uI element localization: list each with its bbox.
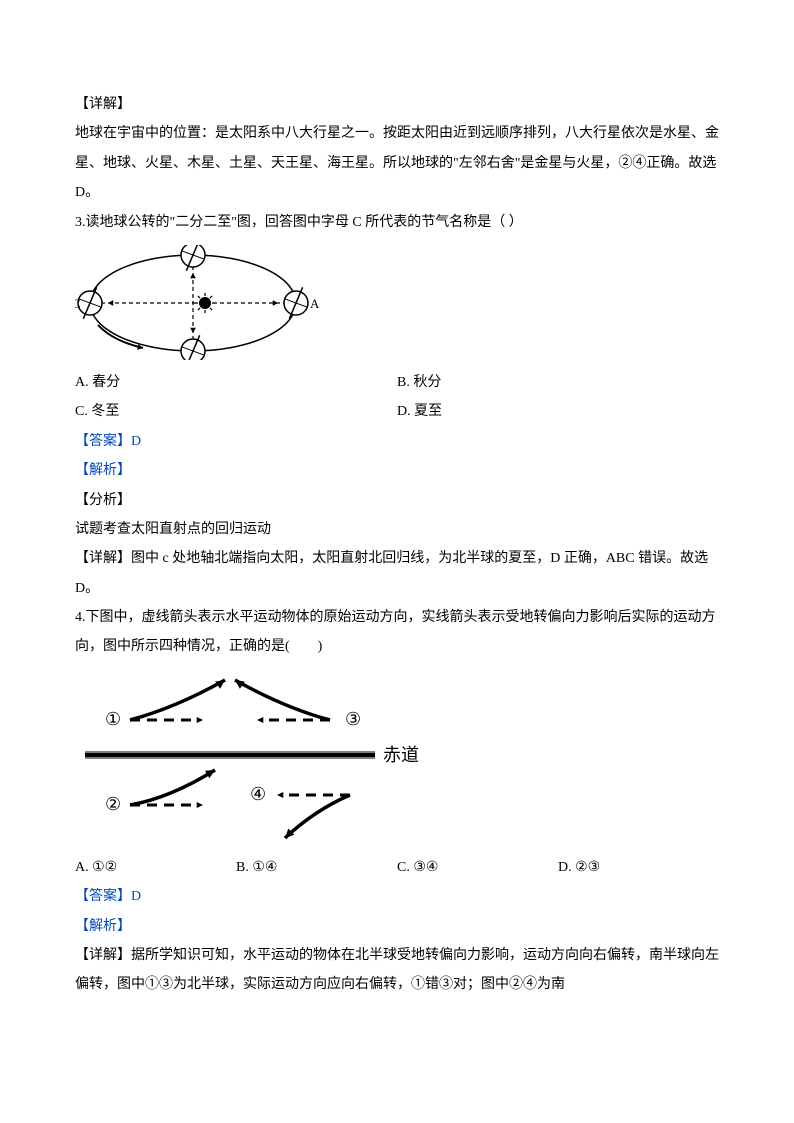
q3-option-b: B. 秋分	[397, 368, 719, 397]
q4-detail-text: 据所学知识可知，水平运动的物体在北半球受地转偏向力影响，运动方向向右偏转，南半球…	[75, 948, 719, 992]
q4-answer-label: 【答案】	[75, 889, 131, 904]
q3-diagram: A B C D	[75, 245, 719, 360]
q2-detail: 【详解】	[75, 90, 719, 119]
svg-text:①: ①	[105, 709, 121, 729]
q4-svg: 赤道 ① ③ ② ④	[75, 670, 435, 845]
q4-option-b: B. ①④	[236, 853, 397, 882]
svg-text:A: A	[310, 296, 320, 311]
q3-detail-label: 【详解】	[75, 551, 131, 566]
q3-svg: A B C D	[75, 245, 320, 360]
q4-answer-value: D	[131, 889, 141, 904]
q3-analysis-text: 试题考查太阳直射点的回归运动	[75, 515, 719, 544]
svg-text:C: C	[75, 296, 81, 311]
q2-detail-label: 【详解】	[75, 97, 131, 112]
page-content: 【详解】 地球在宇宙中的位置：是太阳系中八大行星之一。按距太阳由近到远顺序排列，…	[0, 0, 794, 1040]
q4-diagram: 赤道 ① ③ ② ④	[75, 670, 719, 845]
svg-text:②: ②	[105, 794, 121, 814]
svg-text:D: D	[203, 359, 212, 360]
q3-answer-value: D	[131, 434, 141, 449]
q3-option-d: D. 夏至	[397, 397, 719, 426]
q3-answer: 【答案】D	[75, 427, 719, 456]
q4-answer: 【答案】D	[75, 882, 719, 911]
q3-analysis-label: 【分析】	[75, 486, 719, 515]
q2-detail-text: 地球在宇宙中的位置：是太阳系中八大行星之一。按距太阳由近到远顺序排列，八大行星依…	[75, 119, 719, 207]
q4-detail-label: 【详解】	[75, 948, 131, 963]
svg-text:赤道: 赤道	[383, 745, 419, 765]
q3-option-a: A. 春分	[75, 368, 397, 397]
q3-answer-label: 【答案】	[75, 434, 131, 449]
svg-text:③: ③	[345, 709, 361, 729]
q4-explain-label: 【解析】	[75, 912, 719, 941]
q3-explain-label: 【解析】	[75, 456, 719, 485]
q4-option-c: C. ③④	[397, 853, 558, 882]
q4-detail: 【详解】据所学知识可知，水平运动的物体在北半球受地转偏向力影响，运动方向向右偏转…	[75, 941, 719, 1000]
q4-options: A. ①② B. ①④ C. ③④ D. ②③	[75, 853, 719, 882]
q4-option-d: D. ②③	[558, 853, 719, 882]
q3-detail-text: 图中 c 处地轴北端指向太阳，太阳直射北回归线，为北半球的夏至，D 正确，ABC…	[75, 551, 708, 595]
svg-text:④: ④	[250, 784, 266, 804]
q3-stem: 3.读地球公转的"二分二至"图，回答图中字母 C 所代表的节气名称是（ ）	[75, 208, 719, 237]
q4-stem: 4.下图中，虚线箭头表示水平运动物体的原始运动方向，实线箭头表示受地转偏向力影响…	[75, 603, 719, 662]
svg-text:B: B	[173, 245, 182, 248]
q3-options: A. 春分 B. 秋分 C. 冬至 D. 夏至	[75, 368, 719, 427]
q4-option-a: A. ①②	[75, 853, 236, 882]
q3-option-c: C. 冬至	[75, 397, 397, 426]
q3-detail: 【详解】图中 c 处地轴北端指向太阳，太阳直射北回归线，为北半球的夏至，D 正确…	[75, 544, 719, 603]
